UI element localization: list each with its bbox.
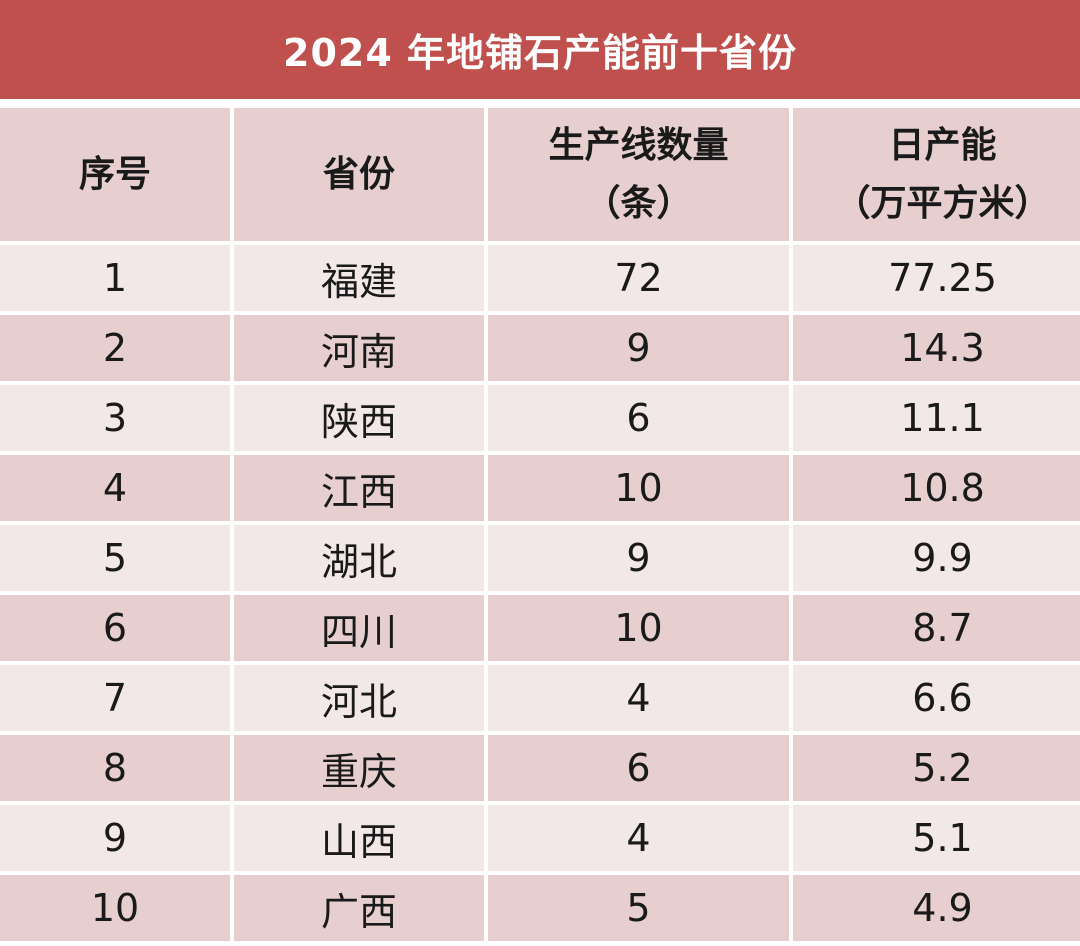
cell-rank: 7	[0, 665, 230, 731]
table-row: 8 重庆 6 5.2	[0, 735, 1080, 801]
cell-rank: 4	[0, 455, 230, 521]
cell-province: 江西	[234, 455, 484, 521]
cell-capacity: 5.2	[793, 735, 1080, 801]
table-row: 1 福建 72 77.25	[0, 245, 1080, 311]
cell-capacity: 8.7	[793, 595, 1080, 661]
cell-lines: 10	[488, 455, 789, 521]
cell-lines: 6	[488, 735, 789, 801]
cell-province: 福建	[234, 245, 484, 311]
table-row: 10 广西 5 4.9	[0, 875, 1080, 941]
cell-province: 山西	[234, 805, 484, 871]
cell-rank: 1	[0, 245, 230, 311]
table-row: 4 江西 10 10.8	[0, 455, 1080, 521]
cell-province: 湖北	[234, 525, 484, 591]
cell-capacity: 10.8	[793, 455, 1080, 521]
cell-lines: 4	[488, 665, 789, 731]
header-lines-label: 生产线数量	[548, 124, 729, 166]
header-capacity: 日产能 （万平方米）	[793, 108, 1080, 241]
cell-capacity: 14.3	[793, 315, 1080, 381]
cell-capacity: 9.9	[793, 525, 1080, 591]
header-lines: 生产线数量 （条）	[488, 108, 789, 241]
cell-capacity: 77.25	[793, 245, 1080, 311]
cell-province: 重庆	[234, 735, 484, 801]
cell-capacity: 11.1	[793, 385, 1080, 451]
cell-lines: 9	[488, 525, 789, 591]
header-rank: 序号	[0, 108, 230, 241]
table-body: 1 福建 72 77.25 2 河南 9 14.3 3 陕西 6 11.1 4 江西 10 10.8 5 湖北 9 9…	[0, 245, 1080, 941]
header-capacity-label: 日产能	[888, 124, 997, 166]
cell-lines: 5	[488, 875, 789, 941]
cell-lines: 4	[488, 805, 789, 871]
cell-lines: 6	[488, 385, 789, 451]
header-row: 序号 省份 生产线数量 （条） 日产能 （万平方米）	[0, 108, 1080, 241]
cell-province: 广西	[234, 875, 484, 941]
table-row: 2 河南 9 14.3	[0, 315, 1080, 381]
cell-capacity: 4.9	[793, 875, 1080, 941]
table-title: 2024 年地铺石产能前十省份	[0, 0, 1080, 99]
cell-province: 河南	[234, 315, 484, 381]
cell-rank: 6	[0, 595, 230, 661]
cell-rank: 9	[0, 805, 230, 871]
cell-lines: 72	[488, 245, 789, 311]
cell-capacity: 6.6	[793, 665, 1080, 731]
table-row: 7 河北 4 6.6	[0, 665, 1080, 731]
table-row: 6 四川 10 8.7	[0, 595, 1080, 661]
cell-rank: 2	[0, 315, 230, 381]
cell-lines: 10	[488, 595, 789, 661]
cell-capacity: 5.1	[793, 805, 1080, 871]
cell-rank: 3	[0, 385, 230, 451]
cell-rank: 5	[0, 525, 230, 591]
header-province: 省份	[234, 108, 484, 241]
cell-province: 四川	[234, 595, 484, 661]
table-row: 5 湖北 9 9.9	[0, 525, 1080, 591]
cell-province: 陕西	[234, 385, 484, 451]
cell-province: 河北	[234, 665, 484, 731]
header-lines-unit: （条）	[584, 182, 693, 224]
capacity-table: 序号 省份 生产线数量 （条） 日产能 （万平方米） 1 福建 72 77.25 2 河南…	[0, 104, 1080, 945]
cell-rank: 8	[0, 735, 230, 801]
cell-rank: 10	[0, 875, 230, 941]
table-row: 9 山西 4 5.1	[0, 805, 1080, 871]
cell-lines: 9	[488, 315, 789, 381]
header-capacity-unit: （万平方米）	[834, 182, 1051, 224]
table-row: 3 陕西 6 11.1	[0, 385, 1080, 451]
